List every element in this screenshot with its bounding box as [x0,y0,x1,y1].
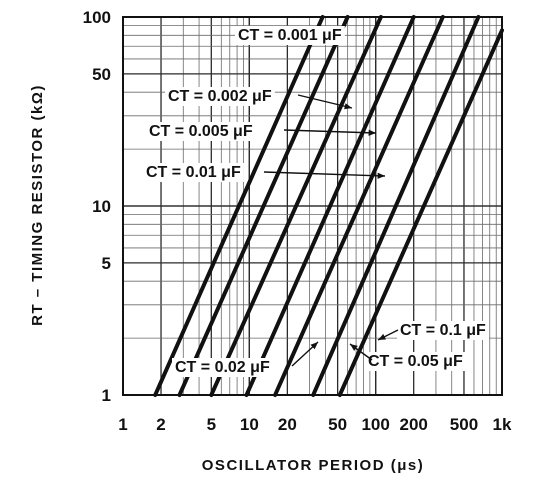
x-tick-label: 20 [278,415,297,434]
annotation-label: CT = 0.001 μF [238,27,342,44]
y-tick-label: 10 [92,197,111,216]
series-line-3 [244,15,416,397]
y-axis-title: RT – TIMING RESISTOR (kΩ) [29,84,46,326]
annotation-bg [165,87,275,106]
x-tick-label: 500 [450,415,478,434]
y-tick-label: 1 [102,386,111,405]
series-annotations: CT = 0.001 μF CT = 0.002 μF CT = 0.005 μF C… [143,26,490,377]
annotation-label: CT = 0.05 μF [368,353,463,370]
plot-frame [122,16,503,396]
x-tick-label: 1k [493,415,512,434]
annotation-leader [283,129,377,134]
annotation-arrowhead [378,333,386,340]
x-tick-label: 2 [156,415,165,434]
y-tick-label: 100 [83,8,111,27]
annotation-bg [365,352,466,371]
annotation-1: CT = 0.002 μF [165,87,353,110]
series-line-2 [209,15,383,397]
annotation-4: CT = 0.02 μF [172,341,319,377]
annotation-6: CT = 0.1 μF [377,321,490,341]
annotation-2: CT = 0.005 μF [146,122,377,141]
annotation-arrowhead [368,129,376,136]
annotation-bg [397,321,490,340]
annotation-arrowhead [377,172,385,179]
tick-labels: 1 2 5 10 20 50 100 200 500 1k 1 5 10 50 100 [83,8,512,434]
y-tick-label: 5 [102,254,111,273]
annotation-label: CT = 0.002 μF [168,88,272,105]
annotation-0: CT = 0.001 μF [235,26,345,45]
annotation-label: CT = 0.02 μF [175,359,270,376]
annotation-arrowhead [344,103,352,110]
annotation-leader [297,94,353,109]
annotation-bg [172,358,273,377]
annotation-leader [263,171,386,177]
annotation-3: CT = 0.01 μF [143,163,386,182]
x-axis-title: OSCILLATOR PERIOD (μs) [202,457,424,474]
annotation-label: CT = 0.005 μF [149,123,253,140]
x-tick-label: 50 [328,415,347,434]
series-lines [153,15,504,397]
series-line-0 [153,15,325,397]
series-line-6 [337,28,504,397]
annotation-bg [146,122,256,141]
annotation-arrowhead [310,342,318,350]
plot-border [122,16,503,396]
annotation-label: CT = 0.01 μF [146,164,241,181]
series-line-4 [273,15,445,397]
y-tick-label: 50 [92,65,111,84]
x-tick-label: 200 [400,415,428,434]
x-tick-label: 100 [361,415,389,434]
annotation-bg [235,26,345,45]
x-tick-label: 1 [118,415,127,434]
annotation-label: CT = 0.1 μF [400,322,486,339]
annotation-arrowhead [350,344,358,351]
x-tick-label: 5 [207,415,216,434]
annotation-bg [143,163,244,182]
series-line-5 [311,15,481,397]
annotation-5: CT = 0.05 μF [349,343,466,371]
x-tick-label: 10 [240,415,259,434]
series-line-1 [177,15,350,397]
